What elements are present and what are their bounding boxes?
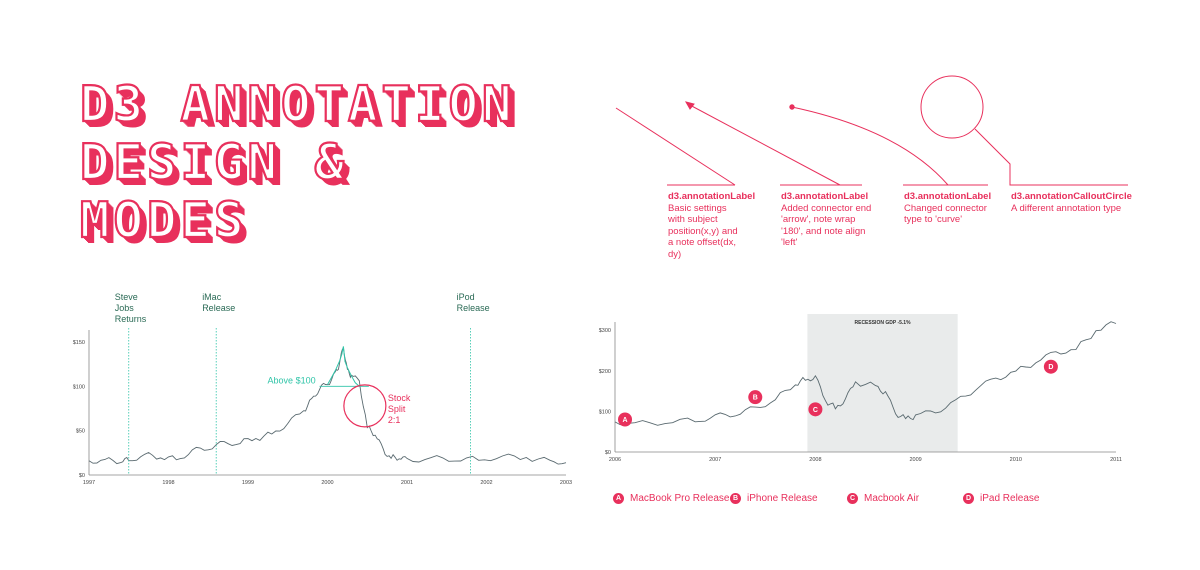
- legend-item-c: C Macbook Air: [847, 493, 919, 504]
- example-2-connector: [687, 103, 841, 186]
- title-line-2: DESIGN &: [79, 133, 349, 192]
- y-tick-label: $200: [599, 369, 611, 375]
- marker-b-letter: B: [753, 395, 758, 402]
- legend-label-d: iPad Release: [980, 493, 1040, 504]
- x-tick-label: 2008: [809, 457, 821, 463]
- note-line: Basic settings: [668, 202, 727, 214]
- annotation-note-1: d3.annotationLabel Basic settings with s…: [668, 191, 756, 260]
- y-tick-label: $0: [79, 473, 85, 479]
- note-line: a note offset(dx,: [668, 237, 736, 248]
- x-tick-label: 2001: [401, 480, 413, 486]
- marker-d-letter: D: [1048, 364, 1053, 371]
- note-line: 'left': [781, 237, 798, 248]
- x-tick-label: 2000: [321, 480, 333, 486]
- note-line: dy): [668, 248, 682, 260]
- note-title: d3.annotationLabel: [781, 191, 869, 202]
- y-tick-label: $0: [605, 450, 611, 456]
- marker-d-badge: [1043, 359, 1058, 374]
- event-label: Returns: [115, 314, 147, 324]
- marker-c-badge: [808, 402, 823, 417]
- badge-a: A: [613, 493, 624, 504]
- event-label: Steve: [115, 292, 138, 302]
- x-tick-label: 2007: [709, 457, 721, 463]
- annotation-note-2: d3.annotationLabel Added connector end '…: [781, 191, 891, 249]
- recession-label: RECESSION GDP -5.1%: [855, 320, 912, 326]
- page-title: D3 ANNOTATION DESIGN & MODES: [79, 75, 600, 250]
- note-title: d3.annotationLabel: [668, 191, 756, 202]
- legend-item-d: D iPad Release: [963, 493, 1039, 504]
- marker-a-badge: [618, 412, 633, 427]
- x-tick-label: 2006: [609, 457, 621, 463]
- callout-label: 2:1: [388, 415, 401, 425]
- callout-circle: [920, 75, 984, 139]
- x-tick-label: 2011: [1110, 457, 1122, 463]
- note-title: d3.annotationCalloutCircle: [1011, 191, 1132, 202]
- price-series-line: [88, 346, 567, 465]
- note-line: type to 'curve': [904, 214, 963, 225]
- x-tick-label: 2009: [909, 457, 921, 463]
- event-label: iPod: [457, 292, 475, 302]
- callout-label: Stock: [388, 393, 411, 403]
- note-line: with subject: [668, 214, 718, 225]
- marker-b-badge: [748, 390, 763, 405]
- y-tick-label: $50: [76, 429, 85, 435]
- x-tick-label: 1999: [242, 480, 254, 486]
- x-tick-label: 1998: [162, 480, 174, 486]
- dot-end-icon: [789, 104, 795, 110]
- x-tick-label: 2003: [560, 480, 572, 486]
- note-line: position(x,y) and: [668, 225, 738, 237]
- y-tick-label: $100: [73, 384, 85, 390]
- y-tick-label: $150: [73, 340, 85, 346]
- badge-c: C: [847, 493, 858, 504]
- event-label: Jobs: [115, 303, 135, 313]
- badge-d: D: [963, 493, 974, 504]
- note-line: Added connector end: [781, 202, 872, 214]
- callout-label: Split: [388, 404, 406, 414]
- threshold-label: Above $100: [268, 375, 316, 385]
- arrow-end-icon: [684, 101, 695, 110]
- title-line-1: D3 ANNOTATION: [79, 75, 516, 134]
- note-line: Changed connector: [904, 202, 987, 214]
- x-tick-label: 2002: [480, 480, 492, 486]
- legend-label-c: Macbook Air: [864, 493, 920, 504]
- note-line: '180', and note align: [781, 225, 866, 237]
- y-tick-label: $100: [599, 409, 611, 415]
- example-3-curve-connector: [791, 106, 949, 186]
- note-line: A different annotation type: [1011, 202, 1122, 214]
- annotation-note-3: d3.annotationLabel Changed connector typ…: [904, 191, 1004, 226]
- y-tick-label: $300: [599, 328, 611, 334]
- event-label: Release: [202, 303, 235, 313]
- title-line-3: MODES: [79, 191, 248, 250]
- marker-a-letter: A: [622, 417, 627, 424]
- note-line: 'arrow', note wrap: [781, 214, 856, 225]
- legend-item-b: B iPhone Release: [730, 493, 818, 504]
- legend-item-a: A MacBook Pro Release: [613, 493, 730, 504]
- recession-shade: [807, 314, 958, 452]
- marker-c-letter: C: [813, 407, 818, 414]
- event-label: iMac: [202, 292, 222, 302]
- callout-circle: [343, 384, 387, 428]
- note-title: d3.annotationLabel: [904, 191, 992, 202]
- event-label: Release: [457, 303, 490, 313]
- example-4-connector: [974, 128, 1128, 186]
- x-tick-label: 2010: [1010, 457, 1022, 463]
- legend-label-b: iPhone Release: [747, 493, 818, 504]
- price-series-line: [614, 321, 1117, 426]
- annotation-note-4: d3.annotationCalloutCircle A different a…: [1011, 191, 1161, 214]
- x-tick-label: 1997: [83, 480, 95, 486]
- above-threshold-series: [327, 346, 360, 387]
- badge-b: B: [730, 493, 741, 504]
- legend-label-a: MacBook Pro Release: [630, 493, 730, 504]
- example-1-connector: [615, 107, 736, 186]
